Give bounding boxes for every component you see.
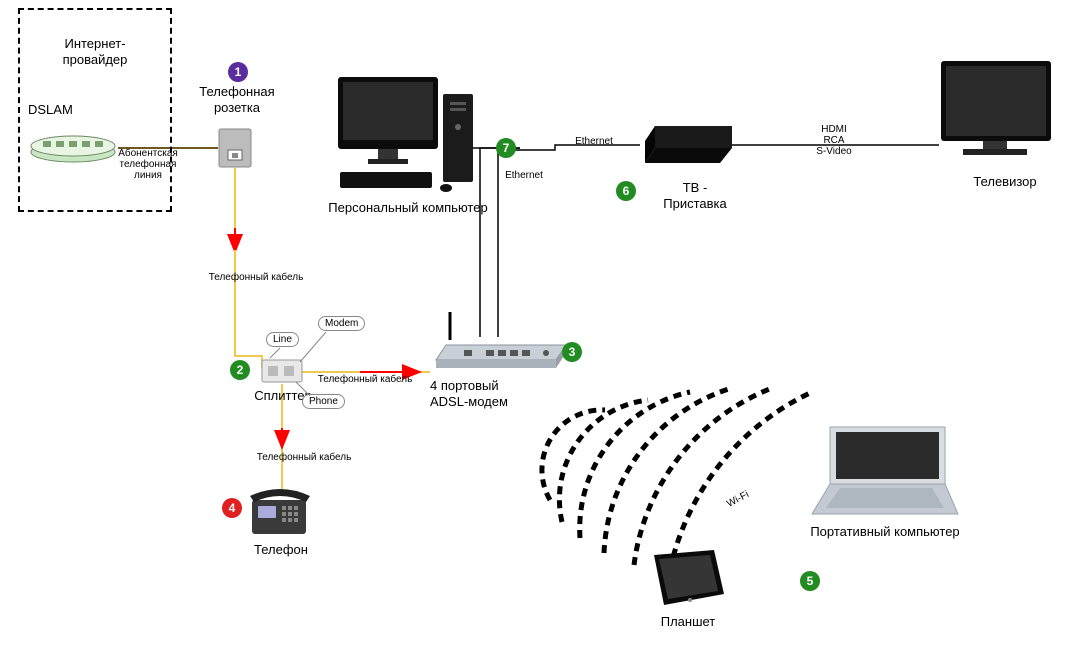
subscriber-line-label: Абонентская телефонная линия — [109, 148, 187, 181]
dslam-label: DSLAM — [28, 102, 98, 118]
tv-label: Телевизор — [960, 174, 1050, 190]
splitter-port-phone: Phone — [302, 394, 345, 409]
cable-label-3: Телефонный кабель — [244, 452, 364, 463]
hdmi-label: HDMI RCA S-Video — [804, 124, 864, 157]
isp-title-l2: провайдер — [63, 52, 128, 67]
badge-1: 1 — [228, 62, 248, 82]
phone-socket-label: Телефонная розетка — [192, 84, 282, 115]
pc-label: Персональный компьютер — [308, 200, 508, 216]
tablet-icon — [644, 550, 728, 612]
badge-7: 7 — [496, 138, 516, 158]
dslam-icon — [28, 126, 118, 166]
cable-label-1: Телефонный кабель — [196, 272, 316, 283]
badge-6: 6 — [616, 181, 636, 201]
phone-icon — [246, 488, 314, 540]
ethernet-label-2: Ethernet — [564, 136, 624, 147]
tablet-label: Планшет — [648, 614, 728, 630]
phone-socket-icon — [218, 128, 252, 168]
isp-title-l1: Интернет- — [64, 36, 125, 51]
wifi-label: Wi-Fi — [718, 485, 758, 513]
settop-icon — [640, 118, 735, 176]
tv-icon — [938, 58, 1056, 168]
splitter-port-modem: Modem — [318, 316, 365, 331]
isp-title: Интернет- провайдер — [40, 36, 150, 67]
ethernet-label-1: Ethernet — [494, 170, 554, 181]
badge-5: 5 — [800, 571, 820, 591]
laptop-icon — [800, 422, 960, 522]
badge-4: 4 — [222, 498, 242, 518]
phone-label: Телефон — [246, 542, 316, 558]
splitter-port-line: Line — [266, 332, 299, 347]
laptop-label: Портативный компьютер — [790, 524, 980, 540]
settop-label: ТВ - Приставка — [640, 180, 750, 211]
badge-2: 2 — [230, 360, 250, 380]
pc-icon — [328, 72, 478, 197]
modem-label: 4 портовый ADSL-модем — [430, 378, 560, 409]
splitter-icon — [260, 358, 304, 386]
diagram-canvas: Интернет- провайдер DSLAM Абонентская те… — [0, 0, 1070, 650]
modem-icon — [428, 310, 568, 376]
cable-label-2: Телефонный кабель — [310, 374, 420, 385]
badge-3: 3 — [562, 342, 582, 362]
